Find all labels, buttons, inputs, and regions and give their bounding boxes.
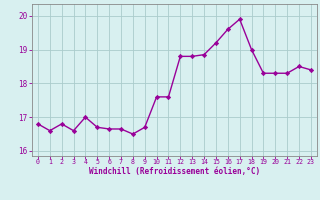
X-axis label: Windchill (Refroidissement éolien,°C): Windchill (Refroidissement éolien,°C) [89,167,260,176]
